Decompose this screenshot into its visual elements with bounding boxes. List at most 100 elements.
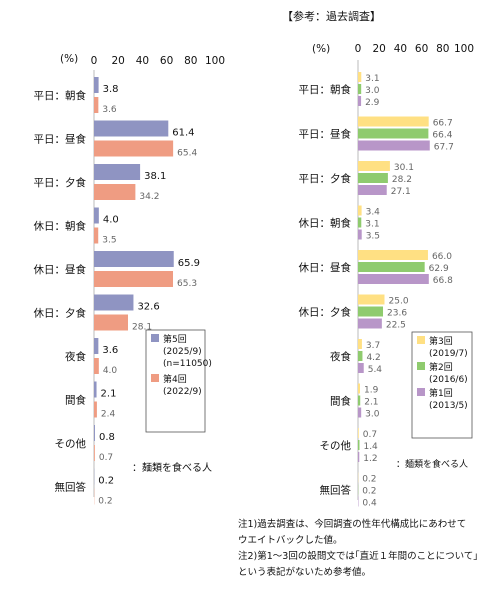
data-label: 28.1	[132, 323, 152, 333]
category-label: 平日：昼食	[34, 133, 87, 146]
category-label: 夜食	[330, 350, 351, 363]
bar	[94, 164, 141, 180]
category-label: 休日：夕食	[34, 307, 87, 320]
data-label: 3.0	[365, 410, 380, 420]
data-label: 65.4	[177, 149, 197, 159]
x-tick-label: 80	[436, 43, 449, 55]
x-tick-label: 20	[112, 55, 125, 67]
legend-sublabel: (2022/9)	[163, 387, 202, 397]
data-label: 27.1	[391, 187, 411, 197]
bar	[358, 306, 384, 317]
data-label: 66.0	[432, 252, 452, 262]
x-tick-label: 40	[136, 55, 149, 67]
left-bar-chart: 0 20 40 60 80 100 平日：朝食 3.8 3.6 平日：昼食 61.4 65.4 平日：夕…	[34, 55, 226, 507]
x-tick-label: 100	[454, 43, 474, 55]
legend-swatch	[151, 374, 159, 382]
legend-swatch	[417, 336, 425, 344]
bar	[358, 250, 428, 260]
bar	[358, 351, 363, 361]
category-label: 平日：朝食	[34, 89, 87, 102]
bar	[358, 84, 362, 94]
bar	[358, 128, 429, 139]
data-label: 3.5	[366, 232, 380, 242]
category-label: 休日：朝食	[34, 220, 87, 233]
data-label: 25.0	[389, 297, 409, 307]
bar	[358, 185, 387, 195]
category-label: 間食	[330, 395, 351, 408]
category-label: 休日：昼食	[34, 263, 87, 276]
data-label: 3.1	[365, 74, 379, 84]
data-label: 30.1	[394, 163, 414, 173]
data-label: 1.2	[363, 454, 377, 464]
data-label: 0.2	[98, 497, 112, 507]
legend-box	[411, 331, 473, 439]
right-bar-chart: 0 20 40 60 80 100 平日：朝食 3.1 3.0 2.9 平日：昼食 66.7 66.4 6…	[299, 43, 475, 509]
legend-sublabel: (2019/7)	[429, 349, 468, 359]
category-label: 間食	[65, 394, 86, 407]
reference-title: 【参考：過去調査】	[282, 9, 381, 23]
category-label: その他	[320, 439, 352, 452]
legend-label: 第3回	[429, 335, 453, 347]
bar	[94, 358, 99, 374]
bar	[358, 173, 388, 183]
bar	[358, 274, 429, 284]
data-label: 3.0	[365, 86, 380, 96]
data-label: 4.0	[103, 215, 119, 226]
bar	[358, 318, 382, 329]
data-label: 0.2	[362, 475, 376, 485]
data-label: 3.4	[366, 208, 381, 218]
legend-label: 第2回	[429, 361, 453, 373]
legend-sublabel: (2013/5)	[429, 401, 468, 411]
data-label: 0.2	[362, 487, 376, 497]
bar	[358, 217, 362, 228]
bar	[358, 205, 362, 216]
legend-label: 第4回	[163, 373, 187, 385]
data-label: 32.6	[137, 302, 159, 313]
bar	[358, 428, 359, 438]
bar	[94, 120, 169, 137]
bar	[358, 383, 361, 394]
data-label: 5.4	[368, 365, 383, 375]
data-label: 2.1	[364, 398, 378, 408]
category-label: 平日：朝食	[299, 83, 352, 96]
bar	[94, 445, 95, 461]
bar	[94, 251, 174, 267]
data-label: 3.5	[102, 236, 116, 246]
bar	[358, 294, 385, 305]
x-tick-label: 60	[160, 55, 173, 67]
category-label: 休日：昼食	[299, 261, 352, 274]
bar	[94, 381, 97, 398]
data-label: 28.2	[392, 175, 412, 185]
data-label: 62.9	[429, 264, 449, 274]
data-label: 3.7	[366, 341, 380, 351]
data-label: 2.1	[101, 389, 117, 400]
bar	[358, 363, 364, 373]
bar	[358, 339, 362, 349]
data-label: 0.7	[99, 453, 113, 463]
x-tick-label: 60	[415, 43, 428, 55]
data-label: 1.9	[364, 386, 379, 396]
data-label: 67.7	[434, 143, 454, 153]
x-tick-label: 0	[91, 55, 98, 67]
legend-label: 第1回	[429, 387, 453, 399]
legend-swatch	[417, 388, 425, 396]
bar	[94, 401, 97, 418]
data-label: 3.8	[103, 84, 119, 95]
data-label: 4.0	[103, 366, 118, 376]
category-label: 休日：朝食	[299, 217, 352, 230]
bar	[358, 140, 430, 151]
bar	[358, 262, 425, 272]
category-label: 夜食	[65, 350, 86, 363]
bar	[94, 227, 99, 244]
bar	[358, 116, 429, 127]
bar	[358, 161, 390, 171]
data-label: 66.8	[433, 276, 453, 286]
bar	[94, 140, 174, 157]
bar	[94, 314, 129, 331]
note-label: ：麺類を食べる人	[132, 461, 212, 474]
footnote-line: 注2)第1～3回の設問文では｢直近１年間のことについて｣	[238, 550, 478, 562]
data-label: 61.4	[172, 128, 194, 139]
category-label: 無回答	[320, 484, 352, 497]
bar	[358, 407, 362, 418]
